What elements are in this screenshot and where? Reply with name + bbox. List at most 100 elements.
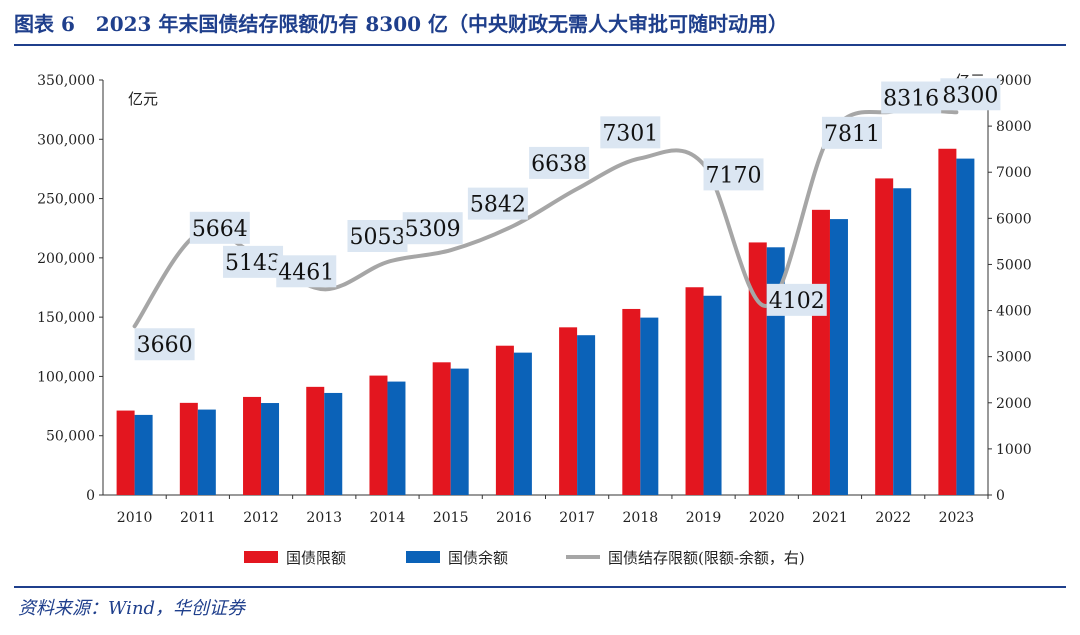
right-tick-label: 1000 [996,442,1032,458]
left-tick-label: 150,000 [37,310,95,326]
bar-limit [875,178,894,496]
bar-balance [450,368,469,495]
bar-balance [829,219,848,496]
left-tick-label: 50,000 [46,429,95,445]
legend-swatch-balance [406,551,440,563]
right-tick-label: 8000 [996,119,1032,135]
right-tick-label: 0 [996,488,1005,504]
data-label: 4102 [769,289,825,314]
bar-limit [179,402,198,495]
right-tick-label: 3000 [996,350,1032,366]
bar-balance [134,414,153,495]
legend-label-limit: 国债限额 [286,549,346,567]
bar-balance [893,188,912,495]
left-tick-label: 350,000 [37,73,95,89]
x-tick-label: 2017 [559,510,595,526]
left-tick-label: 300,000 [37,132,95,148]
bar-balance [387,381,406,495]
bar-limit [116,410,135,495]
right-tick-label: 6000 [996,211,1032,227]
x-tick-label: 2015 [433,510,469,526]
data-label: 5053 [349,225,405,250]
left-axis-unit: 亿元 [128,90,158,108]
data-label-bg [223,245,284,278]
x-tick-label: 2020 [749,510,785,526]
legend-swatch-limit [244,551,278,563]
bar-balance [577,335,596,495]
data-label: 5664 [192,217,248,242]
data-label-bg [766,283,827,316]
data-label: 5842 [470,193,526,218]
bar-limit [495,345,514,495]
bar-limit [685,287,704,495]
legend-label-balance: 国债余额 [448,549,508,567]
data-label-bg [703,158,764,191]
bar-balance [640,317,659,495]
data-label-bg [881,81,942,114]
data-label: 5309 [405,217,461,242]
x-tick-label: 2021 [812,510,848,526]
data-label-bg [821,116,882,149]
x-tick-label: 2018 [623,510,659,526]
right-tick-label: 9000 [996,73,1032,89]
data-label-bg [529,146,590,179]
x-tick-label: 2013 [306,510,342,526]
data-label: 8300 [942,83,998,108]
source-divider [14,586,1066,588]
data-label: 7170 [706,163,762,188]
bar-limit [243,396,262,495]
bar-limit [559,327,578,495]
bar-limit [306,386,325,495]
bar-limit [622,308,641,495]
bar-balance [956,158,975,495]
data-label: 3660 [137,333,193,358]
data-label-bg [940,78,1001,111]
x-tick-label: 2011 [180,510,216,526]
data-label-bg [276,255,337,288]
bar-limit [748,242,767,495]
x-tick-label: 2023 [939,510,975,526]
legend-label-line: 国债结存限额(限额-余额，右) [608,549,805,567]
x-tick-label: 2014 [370,510,406,526]
chart-area: 0 50,000 100,000 150,000 200,000 250,000 300,0… [37,72,1032,567]
bar-balance [324,392,343,495]
left-tick-label: 250,000 [37,192,95,208]
bar-balance [197,409,216,495]
bar-balance [703,295,722,495]
data-label: 4461 [278,260,334,285]
source-note: 资料来源：Wind，华创证券 [18,598,246,619]
bar-balance [261,403,280,495]
right-tick-label: 2000 [996,396,1032,412]
data-label-bg [347,220,408,253]
data-label: 6638 [531,152,587,177]
figure-label: 图表 6 [14,12,75,36]
bar-limit [432,362,451,495]
data-label-bg [402,212,463,245]
x-tick-label: 2022 [875,510,911,526]
bar-limit [369,375,388,495]
data-label: 8316 [883,87,939,112]
left-tick-label: 100,000 [37,369,95,385]
data-label-bg [189,211,250,244]
right-tick-label: 5000 [996,257,1032,273]
title-divider [14,44,1066,46]
bar-limit [938,148,957,495]
x-tick-label: 2016 [496,510,532,526]
figure-title-text: 2023 年末国债结存限额仍有 8300 亿（中央财政无需人大审批可随时动用） [95,12,788,36]
data-label-bg [134,328,195,361]
left-tick-label: 200,000 [37,251,95,267]
data-label: 7811 [824,122,880,147]
data-label-bg [467,187,528,220]
left-tick-label: 0 [86,488,95,504]
data-label-bg [600,116,661,149]
x-tick-label: 2012 [243,510,279,526]
right-tick-label: 7000 [996,165,1032,181]
right-tick-label: 4000 [996,304,1032,320]
data-label: 7301 [602,121,658,146]
bar-limit [811,209,830,495]
x-tick-label: 2019 [686,510,722,526]
figure-title: 图表 6 2023 年末国债结存限额仍有 8300 亿（中央财政无需人大审批可随… [14,6,788,42]
x-tick-label: 2010 [117,510,153,526]
data-label: 5143 [225,251,281,276]
bar-balance [513,352,532,495]
